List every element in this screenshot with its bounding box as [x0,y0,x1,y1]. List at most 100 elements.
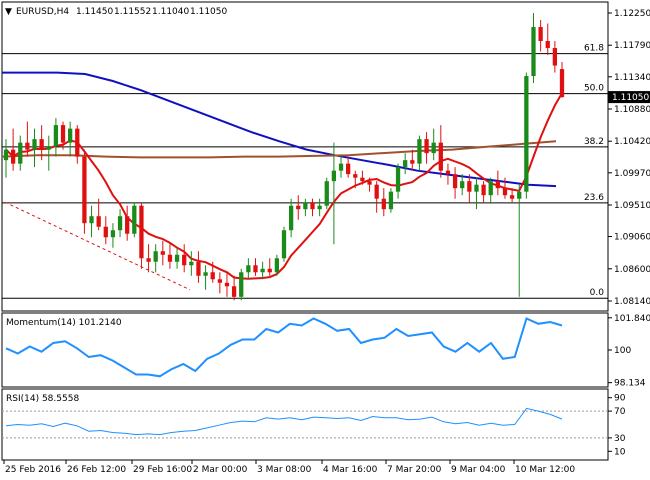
candle [46,135,51,171]
rsi-line [2,407,608,439]
candle [288,198,294,238]
candle [353,170,358,189]
fib-level-label: 61.8 [584,44,604,54]
candle [296,195,301,220]
candle [110,223,116,248]
sma20-line [5,92,563,280]
moving-averages [1,71,563,280]
candle-body [246,265,251,273]
candle-body [46,146,51,150]
price-tick-label: 1.09970 [614,169,650,179]
candle [360,170,365,185]
candle [467,174,472,203]
candle-body [381,198,386,210]
candle-body [538,27,543,42]
candle [509,188,515,203]
candle [25,121,30,157]
header-open: 1.11450 [76,7,113,17]
candle [174,247,180,269]
candle [381,188,386,217]
candle [75,125,80,164]
candle-body [10,149,16,164]
candle [125,205,130,241]
header-high: 1.11552 [114,7,151,17]
rsi-panel-frame [1,388,609,461]
rsi-tick-label: 90 [614,394,626,404]
candle-body [75,128,80,157]
candle-body [288,205,294,231]
candle [253,258,258,276]
candle-body [253,265,258,273]
rsi-tick-label: 10 [614,447,626,457]
momentum-axis: 101.8409 100 98.134 [608,314,650,389]
candle [217,272,222,294]
candle-body [331,170,337,182]
price-tick-label: 1.08600 [614,265,650,275]
fib-level-label: 38.2 [584,137,604,147]
candle [224,272,230,297]
candle [18,135,23,171]
candle-body [210,272,215,280]
candle-body [160,251,165,255]
candle [239,268,244,301]
time-tick-label: 4 Mar 16:00 [323,465,378,475]
current-price-label: 1.11050 [612,93,649,103]
candle [474,177,479,210]
candle [246,258,251,280]
candle [203,265,208,290]
rsi-tick-label: 30 [614,434,626,444]
candle [53,118,59,157]
rsi-axis: 90 70 30 10 [608,394,626,457]
candle [132,202,137,238]
candle [231,275,237,301]
candle-body [274,258,280,273]
price-tick-label: 1.10420 [614,137,650,147]
candle [538,20,543,52]
candle-body [445,170,451,175]
candle [310,198,315,217]
candle-body [32,139,37,150]
candle [60,121,66,150]
candle [68,121,73,157]
price-tick-label: 1.11790 [614,41,650,51]
candles [3,13,565,301]
candle [317,198,322,217]
candle [89,205,94,238]
price-tick-label: 1.09060 [614,233,650,243]
candle-body [239,272,244,297]
time-tick-label: 25 Feb 2016 [5,465,61,475]
candle [189,251,194,276]
candle [39,125,44,161]
sma100-line [2,71,557,188]
candle-body [296,205,301,210]
candle-body [338,163,344,171]
candle [331,142,337,245]
candle-body [346,163,351,175]
candle [32,128,37,168]
rsi-header: RSI(14) 58.5558 [6,394,79,404]
candle-body [182,254,187,266]
candle [417,135,422,171]
candle-body [388,191,394,210]
candle [146,244,151,273]
candle-body [559,69,565,98]
sma200-line [1,140,557,159]
candle-body [167,254,173,262]
header-symbol: EURUSD,H4 [16,7,69,17]
candle [545,23,550,56]
price-header: ▼ EURUSD,H4 1.11450 1.11552 1.11040 1.11… [5,7,227,17]
candle-body [517,191,522,199]
candle [410,149,415,171]
header-close: 1.11050 [190,7,227,17]
candle [167,244,173,269]
candle-body [403,160,408,168]
momentum-header: Momentum(14) 101.2140 [6,318,122,328]
candle-body [474,184,479,192]
candle-body [117,216,123,231]
candle-body [488,181,493,196]
candle [160,240,165,266]
candle-body [460,181,465,189]
candle-body [495,181,500,189]
momentum-panel-frame [1,312,609,388]
candle [559,62,565,98]
